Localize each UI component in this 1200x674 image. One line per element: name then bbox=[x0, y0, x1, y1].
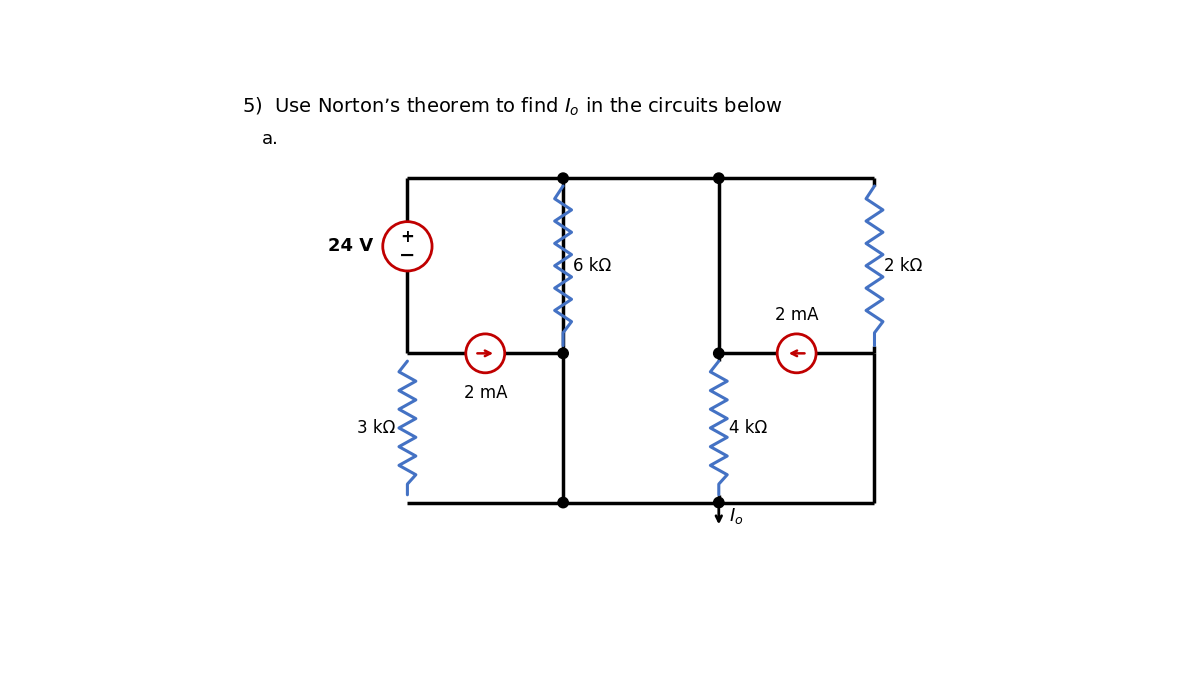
Text: 24 V: 24 V bbox=[328, 237, 373, 255]
Circle shape bbox=[558, 348, 569, 359]
Circle shape bbox=[558, 173, 569, 183]
Circle shape bbox=[466, 334, 505, 373]
Circle shape bbox=[558, 497, 569, 508]
Text: 3 kΩ: 3 kΩ bbox=[358, 419, 396, 437]
Text: 2 mA: 2 mA bbox=[775, 306, 818, 324]
Circle shape bbox=[714, 173, 724, 183]
Text: −: − bbox=[400, 246, 415, 265]
Circle shape bbox=[778, 334, 816, 373]
Text: 6 kΩ: 6 kΩ bbox=[572, 257, 611, 275]
Circle shape bbox=[714, 348, 724, 359]
Text: a.: a. bbox=[262, 130, 278, 148]
Text: 2 mA: 2 mA bbox=[463, 384, 508, 402]
Circle shape bbox=[714, 497, 724, 508]
Text: 5)  Use Norton’s theorem to find $I_o$ in the circuits below: 5) Use Norton’s theorem to find $I_o$ in… bbox=[242, 96, 782, 118]
Circle shape bbox=[383, 222, 432, 271]
Text: 4 kΩ: 4 kΩ bbox=[728, 419, 767, 437]
Text: 2 kΩ: 2 kΩ bbox=[884, 257, 923, 275]
Text: $I_o$: $I_o$ bbox=[728, 506, 743, 526]
Text: +: + bbox=[401, 228, 414, 246]
